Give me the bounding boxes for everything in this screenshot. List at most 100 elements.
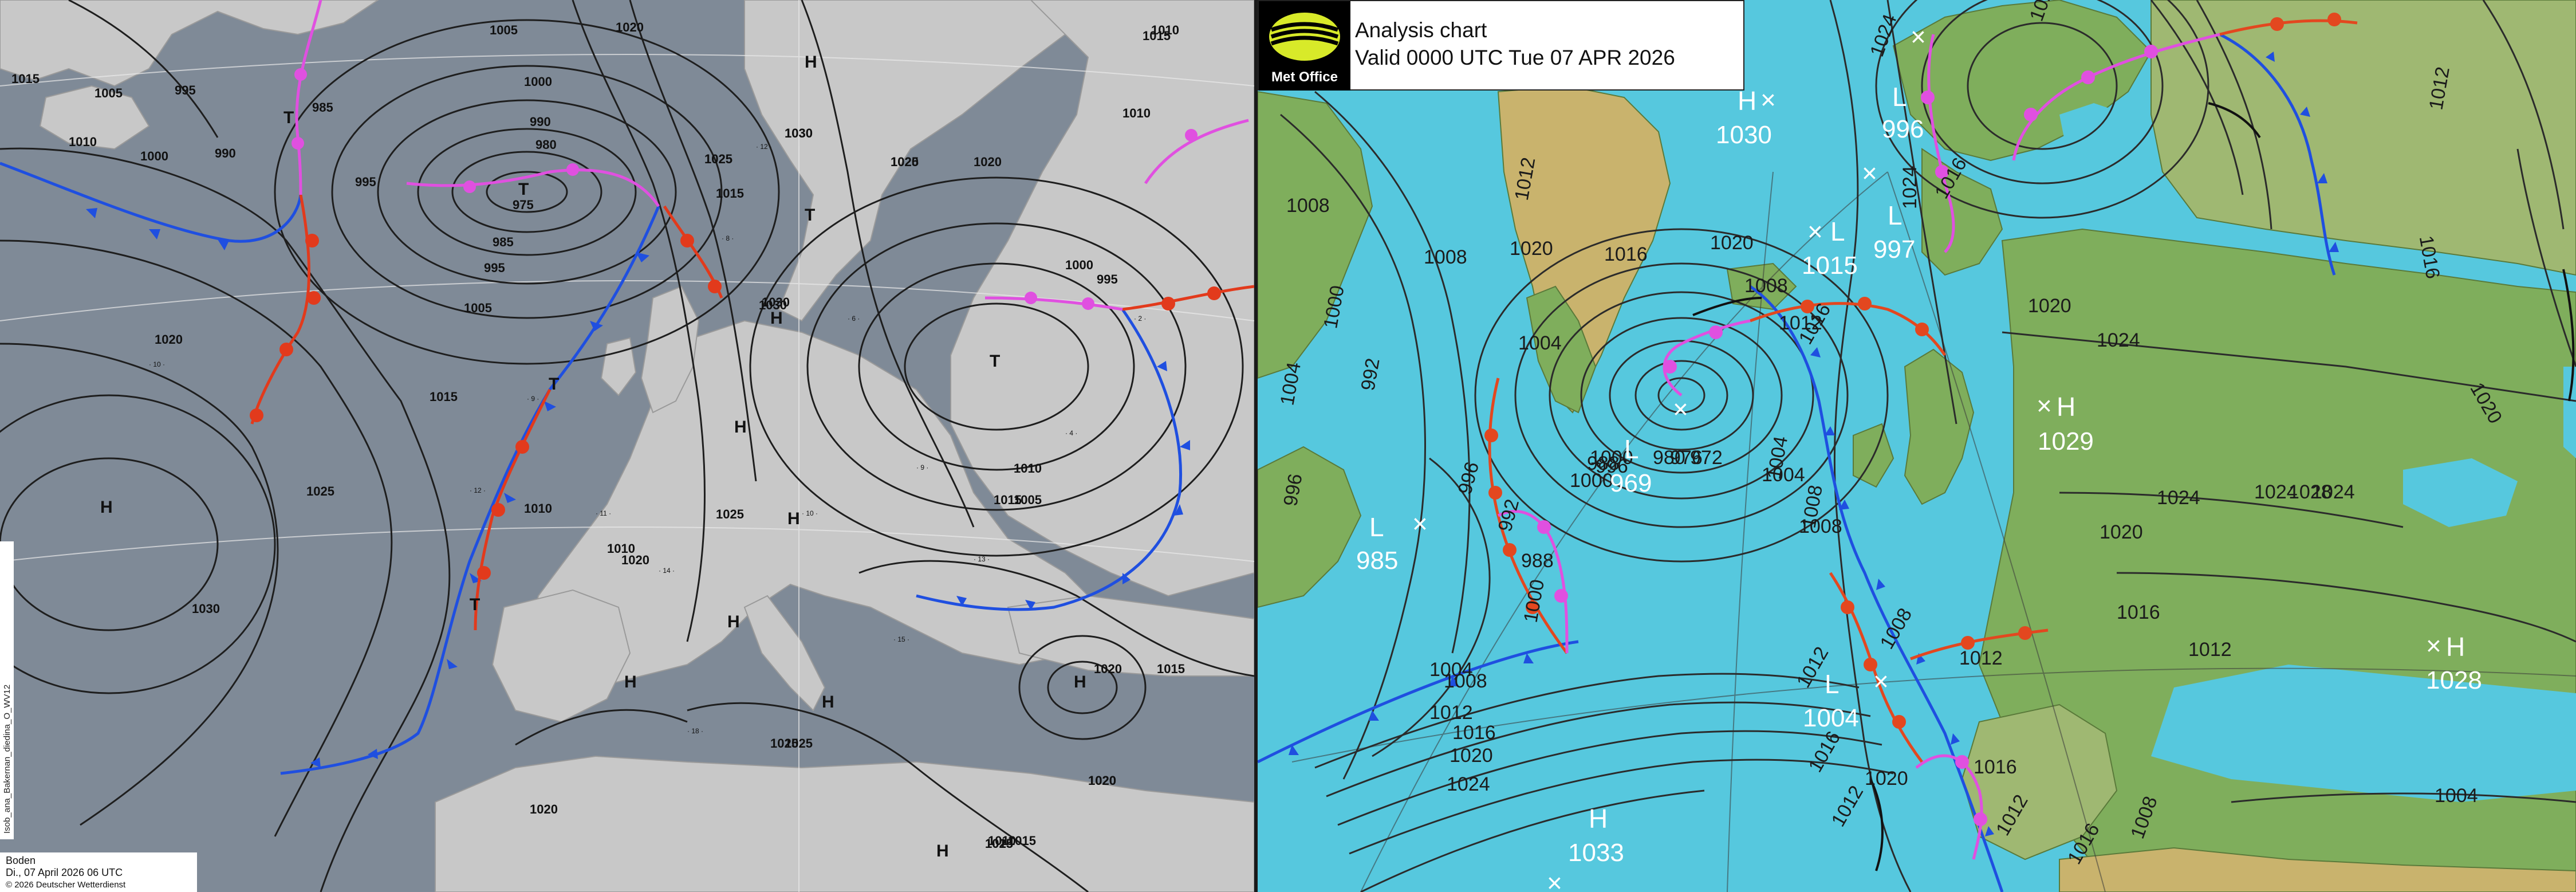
- svg-text:H: H: [1738, 86, 1756, 116]
- ukmo-warm-front-semicircles: [1484, 13, 2341, 729]
- isobar-label: 1010: [69, 135, 97, 149]
- ukmo-cold-front-triangles: [1289, 52, 2339, 836]
- isobar-label: 990: [215, 146, 236, 160]
- ukmo-occlusion-main: [1663, 319, 1751, 396]
- dwd-warm-front-east: [1122, 285, 1254, 311]
- isobar-label: 1024: [1899, 166, 1921, 209]
- dwd-surface-chart: · 12 · · 8 · · 6 · · 9 · · 11 · · 14 · · 10 …: [0, 0, 1254, 892]
- isobar-label: 976: [1670, 447, 1703, 469]
- high-center-marker: H: [100, 498, 113, 517]
- isobar-label: 1000: [140, 149, 168, 163]
- isobar-label: 1016: [1452, 722, 1496, 744]
- isobar-label: 992: [1357, 356, 1384, 392]
- low-center-marker: T: [283, 108, 294, 127]
- dwd-side-caption: Isob_ana_Bakernan_diedina_O_WV12: [0, 541, 14, 839]
- met-office-logo-icon: Met Office: [1269, 13, 1340, 85]
- low-center-969: × L 969: [1610, 394, 1688, 497]
- isobar-label: 1020: [891, 155, 919, 169]
- isobar-label: 1008: [1744, 275, 1788, 297]
- isobar-label: 985: [312, 100, 333, 115]
- isobar-label: 1000: [524, 74, 552, 89]
- dwd-isobars: [0, 0, 1254, 892]
- norway-land: [1921, 148, 2003, 276]
- svg-text:· 11 ·: · 11 ·: [596, 509, 611, 517]
- svg-text:· 18 ·: · 18 ·: [687, 727, 703, 735]
- ukmo-cold-fronts: [1258, 33, 2336, 892]
- svg-text:1028: 1028: [2426, 666, 2482, 694]
- isobar-label: 1020: [616, 20, 644, 34]
- dwd-footer-product: Boden: [6, 855, 36, 866]
- svg-text:H: H: [1589, 804, 1608, 834]
- isobar-label: 1005: [464, 301, 492, 315]
- isobar-label: 1015: [1157, 662, 1185, 676]
- svg-text:H: H: [2446, 632, 2465, 662]
- svg-text:H: H: [2057, 392, 2075, 422]
- svg-text:969: 969: [1610, 469, 1652, 497]
- isobar-label: 995: [355, 175, 376, 189]
- isobar-label: 1016: [2117, 602, 2160, 623]
- low-center-marker: T: [549, 375, 559, 394]
- dwd-occlusion-north: [295, 0, 322, 195]
- isobar-label: 1020: [530, 802, 558, 816]
- isobar-label: 1025: [704, 152, 732, 166]
- ukmo-cold-front-north: [2219, 33, 2336, 276]
- isobar-label: 1020: [1088, 773, 1116, 788]
- isobar-label: 1024: [2311, 481, 2355, 503]
- low-center-marker: T: [518, 180, 529, 199]
- italy-land: [743, 595, 826, 712]
- turkey-land: [1007, 595, 1254, 677]
- ukmo-graticule: [1291, 171, 2576, 892]
- isobar-label: 1020: [1088, 773, 1116, 788]
- isobar-label: 1020: [1710, 232, 1754, 254]
- high-center-marker: H: [734, 418, 747, 437]
- svg-text:×: ×: [1412, 509, 1428, 539]
- svg-text:· 2 ·: · 2 ·: [1134, 315, 1146, 323]
- africa-land: [2059, 847, 2576, 892]
- high-center-1028: × H 1028: [2426, 631, 2482, 694]
- trough-line: [2562, 269, 2575, 402]
- ukmo-cold-front-west: [1258, 640, 1579, 764]
- trough-line: [2208, 102, 2261, 139]
- dwd-graticule: [0, 0, 1254, 892]
- isobar-label: 1004: [2435, 785, 2478, 807]
- isobar-label: 996: [1596, 455, 1628, 477]
- isobar-label: 1015: [716, 186, 744, 201]
- isobar-label: 1012: [1779, 312, 1822, 334]
- low-center-985: × L 985: [1356, 509, 1428, 575]
- svg-text:×: ×: [2037, 391, 2052, 421]
- dwd-footer-date: Di., 07 April 2026 06 UTC: [6, 867, 123, 878]
- ukmo-occlusion-1004: [1915, 754, 1983, 860]
- isobar-label: 980: [1653, 447, 1685, 469]
- low-center-1015: × L 1015: [1802, 217, 1858, 280]
- isobar-label: 1008: [1444, 670, 1487, 692]
- isobar-label: 1020: [1510, 238, 1553, 260]
- isobar-label: 1005: [94, 86, 123, 100]
- dwd-cold-front-atlantic: [0, 162, 302, 243]
- high-center-marker: H: [805, 53, 817, 72]
- isobar-label: 1020: [2100, 521, 2143, 543]
- isobar-label: 1015: [985, 836, 1013, 851]
- isobar-label: 1010: [988, 834, 1016, 848]
- dwd-footer: Boden Di., 07 April 2026 06 UTC © 2026 D…: [0, 852, 197, 892]
- svg-text:L: L: [1369, 512, 1384, 542]
- svg-text:· 10 ·: · 10 ·: [802, 509, 818, 517]
- dwd-map: · 12 · · 8 · · 6 · · 9 · · 11 · · 14 · · 10 …: [0, 0, 1254, 892]
- svg-text:×: ×: [1807, 217, 1823, 246]
- north-africa-land: [435, 755, 1254, 892]
- isobar-label: 1012: [1827, 782, 1868, 831]
- isobar-label: 1020: [621, 553, 649, 567]
- dwd-occlusion-baltic: [1144, 119, 1249, 184]
- isobar-label: 1016: [1604, 243, 1648, 265]
- low-center-1004: × L 1004: [1803, 666, 1889, 732]
- dwd-occlusion-low: [406, 168, 660, 207]
- isobar-label: 1012: [2188, 639, 2232, 661]
- isobar-label: 1010: [1151, 23, 1179, 37]
- labrador-land: [1258, 446, 1362, 608]
- isobar-label: 1025: [785, 736, 813, 750]
- ukmo-warm-fronts: [1488, 19, 2358, 763]
- ukmo-warm-front-west: [1488, 378, 1569, 654]
- isobar-label: 1004: [1762, 464, 1805, 486]
- svg-text:997: 997: [1873, 235, 1915, 264]
- isobar-label: 1008: [1424, 246, 1467, 268]
- isobar-label: 1030: [785, 126, 813, 140]
